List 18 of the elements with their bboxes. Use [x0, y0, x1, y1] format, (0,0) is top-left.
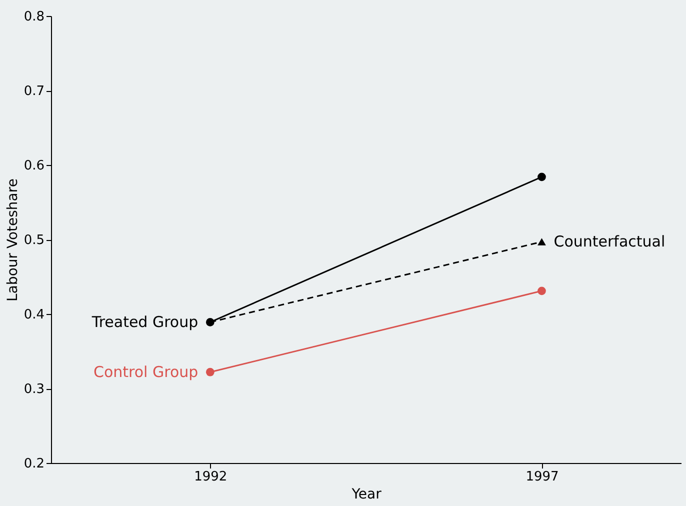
point	[538, 172, 546, 182]
y-tick-label: 0.8	[24, 10, 44, 24]
y-tick-label: 0.7	[24, 84, 44, 99]
y-tick-label: 0.2	[24, 456, 44, 472]
y-tick-label: 0.6	[24, 158, 44, 174]
y-axis-title: Labour Voteshare	[4, 178, 21, 302]
series-label: Control Group	[94, 363, 198, 382]
x-tick-label: 1992	[194, 470, 228, 484]
series-label: Counterfactual	[554, 232, 666, 251]
y-tick-label: 0.4	[24, 308, 44, 322]
y-tick-label: 0.5	[24, 233, 44, 248]
x-tick-label: 1997	[526, 470, 559, 484]
series-label: Treated Group	[90, 313, 198, 332]
point	[206, 368, 214, 376]
y-tick-label: 0.3	[24, 382, 44, 397]
x-axis-title: Year	[350, 486, 382, 502]
point	[206, 318, 214, 326]
point	[538, 286, 546, 296]
